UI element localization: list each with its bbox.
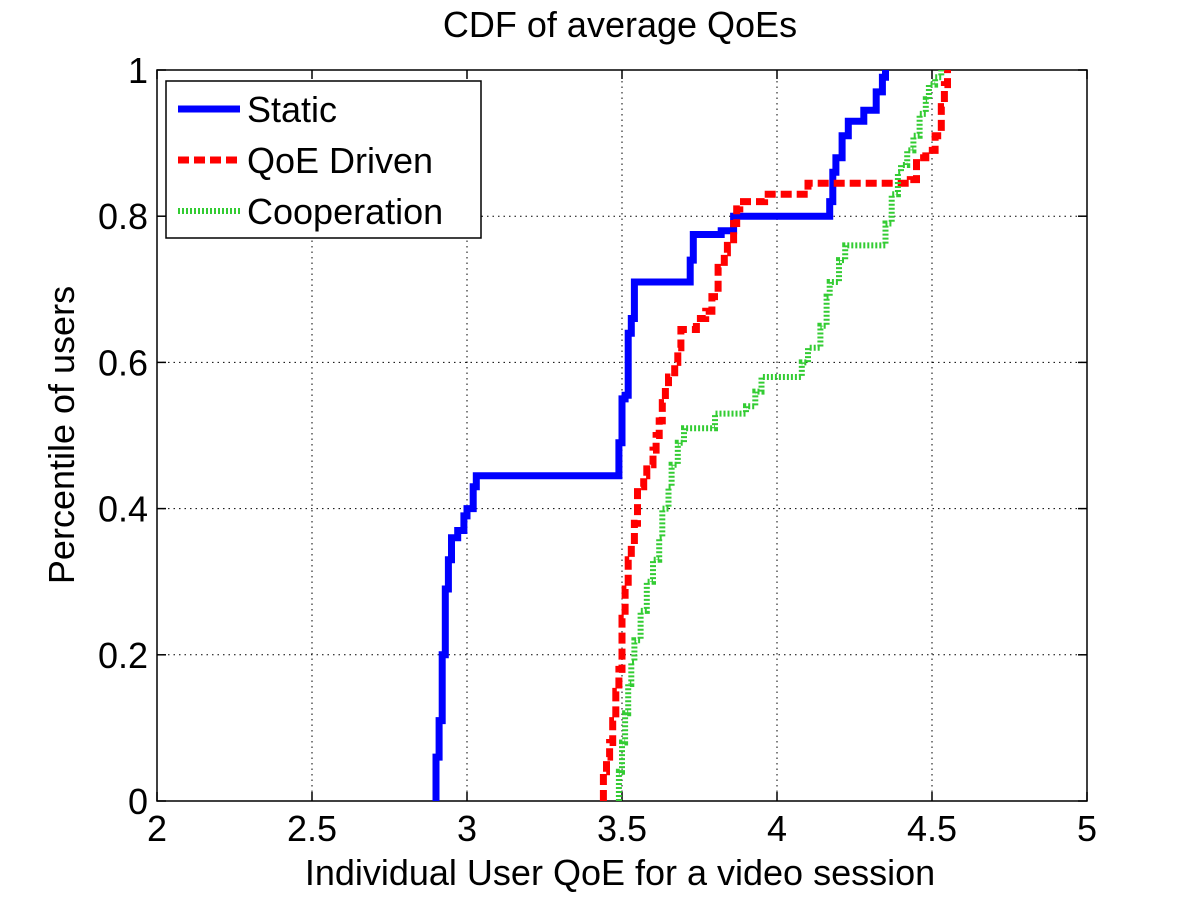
- series-layer: [432, 70, 951, 801]
- legend-label: QoE Driven: [247, 140, 433, 181]
- legend-label: Static: [247, 89, 337, 130]
- legend: Static QoE Driven Cooperation: [165, 80, 482, 239]
- x-tick-label: 4: [767, 808, 787, 849]
- legend-label: Cooperation: [247, 191, 443, 232]
- x-tick-label: 5: [1077, 808, 1097, 849]
- x-tick-label: 3: [457, 808, 477, 849]
- series-line-cooperation: [615, 70, 945, 801]
- y-tick-label: 1: [128, 50, 148, 91]
- x-tick-label: 3.5: [597, 808, 647, 849]
- y-tick-label: 0.2: [98, 635, 148, 676]
- y-tick-label: 0.8: [98, 196, 148, 237]
- y-tick-label: 0: [128, 781, 148, 822]
- x-tick-label: 2.5: [287, 808, 337, 849]
- chart-title: CDF of average QoEs: [443, 4, 797, 45]
- series-line-static: [432, 70, 889, 801]
- x-axis-label: Individual User QoE for a video session: [305, 852, 935, 893]
- x-tick-label: 4.5: [907, 808, 957, 849]
- series-line-qoe-driven: [599, 70, 951, 801]
- x-tick-label: 2: [147, 808, 167, 849]
- y-tick-label: 0.6: [98, 342, 148, 383]
- ticks-layer: 2 2.5 3 3.5 4 4.5 5 0 0.2 0.4 0.6 0.8 1: [98, 50, 1097, 849]
- y-axis-label: Percentile of users: [41, 286, 82, 584]
- y-tick-label: 0.4: [98, 489, 148, 530]
